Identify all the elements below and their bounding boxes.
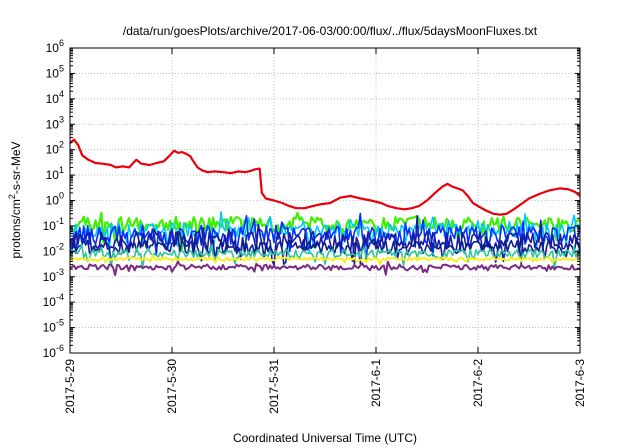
y-tick-label: 106 — [46, 38, 64, 55]
series-line-6 — [69, 230, 581, 265]
y-axis: 10-6 10-5 10-4 10-3 10-2 10-1 100 101 102 103 104 1… — [43, 38, 580, 360]
x-tick-label: 2017-6-3 — [573, 359, 587, 407]
x-tick-label: 2017-6-1 — [369, 359, 383, 407]
y-tick-label: 10-5 — [43, 318, 64, 335]
x-axis: 2017-5-29 2017-5-30 2017-5-31 2017-6-1 2017-… — [63, 48, 587, 414]
y-tick-label: 101 — [46, 165, 64, 182]
x-axis-label: Coordinated Universal Time (UTC) — [233, 431, 417, 445]
x-tick-label: 2017-5-29 — [63, 359, 77, 414]
y-tick-label: 10-4 — [43, 292, 64, 309]
series-line-7 — [69, 243, 581, 270]
y-tick-label: 104 — [46, 89, 64, 106]
y-tick-label: 103 — [46, 114, 64, 131]
y-tick-label: 100 — [46, 191, 64, 208]
series-line-8 — [69, 254, 581, 266]
x-tick-label: 2017-5-30 — [165, 359, 179, 414]
series-line-9 — [69, 260, 581, 276]
y-tick-label: 105 — [46, 63, 64, 80]
y-tick-label: 102 — [46, 140, 64, 157]
chart-title: /data/run/goesPlots/archive/2017-06-03/0… — [123, 24, 538, 38]
y-axis-label: protons/cm2-s-sr-MeV — [7, 141, 23, 258]
series-layer — [69, 138, 581, 276]
y-tick-label: 10-1 — [43, 216, 64, 233]
series-line-1 — [69, 138, 581, 216]
y-tick-label: 10-2 — [43, 241, 64, 258]
y-tick-label: 10-3 — [43, 267, 64, 284]
grid — [70, 48, 580, 353]
y-tick-label: 10-6 — [43, 343, 64, 360]
x-tick-label: 2017-5-31 — [267, 359, 281, 414]
x-tick-label: 2017-6-2 — [471, 359, 485, 407]
